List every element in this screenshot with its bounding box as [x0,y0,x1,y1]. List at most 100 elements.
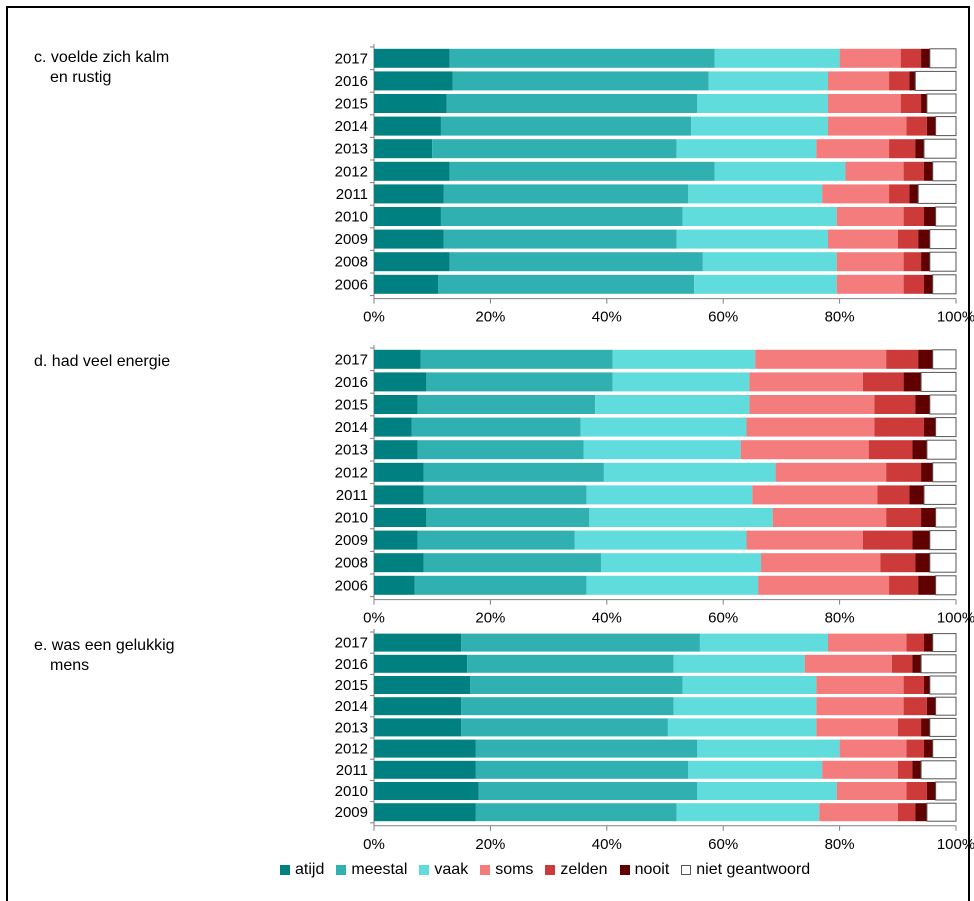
bar-segment-vaak [603,462,776,482]
y-tick-label: 2006 [335,577,368,594]
bar-segment-atijd [374,94,447,113]
legend-item-atijd: atijd [280,861,324,879]
bar-segment-nooit [921,252,930,272]
y-tick-label: 2012 [335,464,368,481]
x-tick-label: 80% [825,836,855,853]
bar-segment-zelden [900,48,922,68]
bar-segment-soms [746,530,863,550]
bar-segment-niet-geantwoord [914,70,957,91]
bar-segment-zelden [889,71,910,91]
bar-segment-niet-geantwoord [920,760,957,780]
bar-segment-soms [752,485,878,505]
x-tick-label: 100% [937,610,974,627]
bar-segment-atijd [374,207,441,226]
bar-segment-nooit [915,395,930,414]
legend: atijd meestal vaak soms zelden nooit nie… [280,861,816,879]
bar-segment-vaak [688,184,823,204]
bar-segment-vaak [673,697,817,716]
y-tick-label: 2017 [335,351,368,368]
y-tick-label: 2009 [335,532,368,549]
y-tick-label: 2017 [335,635,368,652]
x-tick-label: 0% [363,610,385,627]
y-tick-label: 2014 [335,419,368,436]
bar-segment-meestal [420,349,613,369]
bar-segment-niet-geantwoord [929,251,957,272]
bar-segment-atijd [374,739,476,758]
bar-segment-soms [761,553,881,573]
bar-segment-nooit [921,48,930,68]
bar-segment-nooit [903,372,922,392]
bar-segment-meestal [417,440,584,460]
bar-segment-zelden [903,161,924,181]
bar-segment-niet-geantwoord [929,717,957,737]
bar-segment-zelden [906,782,927,800]
x-tick-label: 0% [363,836,385,853]
bar-segment-vaak [586,575,759,595]
bar-segment-zelden [862,530,913,550]
bar-segment-zelden [900,94,922,113]
bar-segment-meestal [449,161,715,181]
bar-segment-nooit [921,94,927,113]
bar-segment-meestal [426,372,613,392]
bar-segment-soms [755,349,887,369]
bar-segment-nooit [923,274,933,294]
bar-segment-vaak [589,508,773,527]
bar-segment-atijd [374,485,424,505]
x-tick-label: 0% [363,309,385,326]
bar-segment-vaak [586,485,753,505]
bar-segment-vaak [667,718,817,737]
bar-segment-meestal [417,395,596,414]
bar-segment-nooit [926,782,936,800]
bar-segment-nooit [926,116,936,136]
bar-segment-niet-geantwoord [932,274,957,295]
bar-segment-meestal [461,697,674,716]
bar-segment-atijd [374,508,427,527]
bar-segment-nooit [921,508,936,527]
bar-segment-nooit [923,739,933,758]
bar-segment-niet-geantwoord [926,439,957,460]
y-tick-label: 2011 [336,487,368,504]
bar-segment-soms [827,71,890,91]
bar-segment-atijd [374,718,462,737]
bar-segment-zelden [903,676,924,694]
y-tick-label: 2011 [336,186,368,203]
bar-segment-zelden [886,508,922,527]
bar-segment-zelden [906,633,924,652]
bar-segment-niet-geantwoord [935,417,957,438]
bar-segment-nooit [921,718,930,737]
legend-swatch [681,865,692,875]
bar-segment-niet-geantwoord [935,116,957,137]
bar-segment-vaak [583,440,741,460]
bar-segment-zelden [897,718,922,737]
x-tick-label: 80% [825,309,855,326]
bar-segment-meestal [443,184,689,204]
y-tick-label: 2010 [335,510,368,527]
bar-segment-zelden [903,697,927,716]
bar-segment-soms [749,395,875,414]
y-tick-label: 2010 [335,209,368,226]
bar-segment-niet-geantwoord [932,633,957,653]
bar-segment-meestal [452,71,709,91]
bar-segment-soms [822,184,890,204]
bar-segment-soms [827,633,907,652]
bar-segment-soms [816,676,904,694]
bar-segment-zelden [889,139,916,159]
x-tick-label: 20% [475,309,505,326]
bar-segment-atijd [374,782,479,800]
legend-item-zelden: zelden [545,861,608,879]
bar-segment-atijd [374,349,421,369]
y-tick-label: 2016 [335,374,368,391]
bar-segment-nooit [909,71,916,91]
bar-segment-meestal [423,485,587,505]
bar-segment-niet-geantwoord [929,48,957,69]
bar-segment-atijd [374,395,418,414]
bar-segment-nooit [923,207,936,226]
bar-segment-meestal [414,575,587,595]
bar-segment-zelden [874,395,916,414]
bar-segment-atijd [374,184,444,204]
bar-segment-soms [775,462,887,482]
bar-segment-soms [836,274,904,294]
bar-segment-nooit [912,440,927,460]
bar-segment-zelden [897,229,919,249]
